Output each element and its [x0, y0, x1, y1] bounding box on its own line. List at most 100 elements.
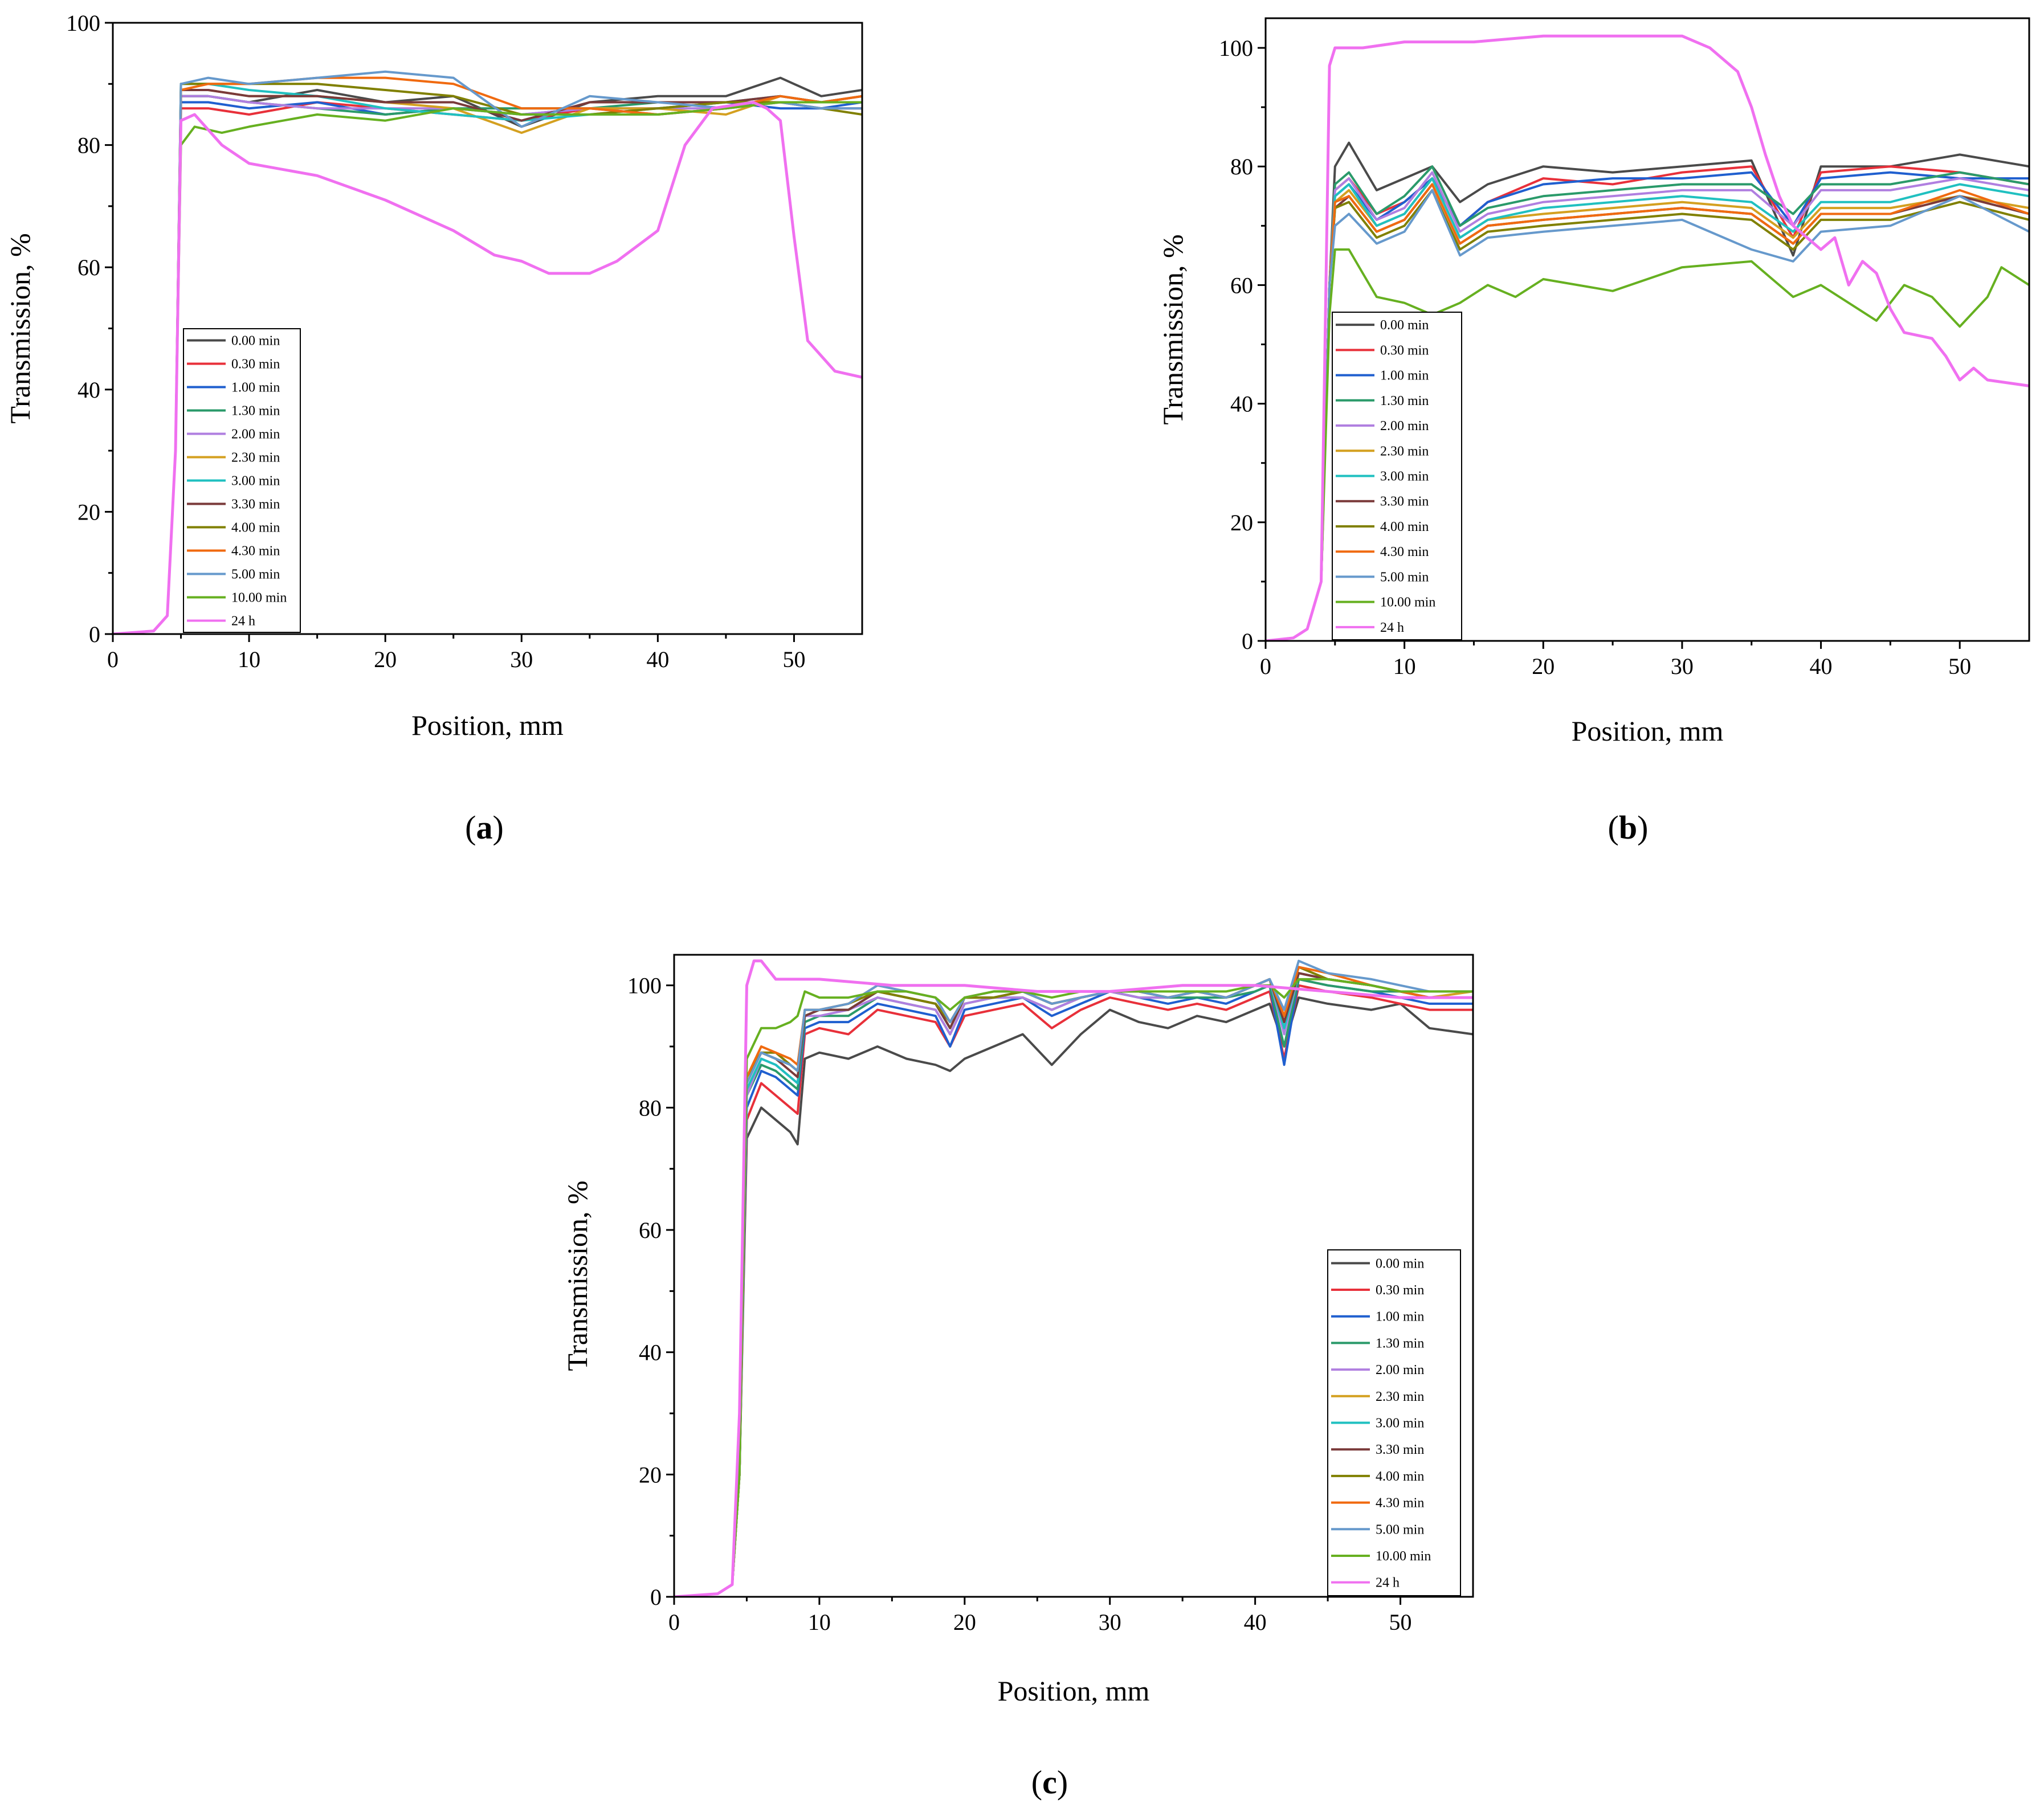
- x-tick-label: 40: [1810, 653, 1833, 679]
- legend-label: 3.30 min: [1376, 1442, 1424, 1457]
- legend-label: 3.30 min: [231, 497, 280, 512]
- series-line-10-00-min: [674, 978, 1473, 1597]
- series-group: [113, 70, 862, 634]
- x-tick-label: 20: [1532, 653, 1555, 679]
- legend-label: 0.00 min: [231, 334, 280, 349]
- panel-a: 0 10 20 30 40 50 0 20 40 60 80 100 Position, mm Trans…: [4, 10, 863, 741]
- x-tick-label: 50: [782, 647, 805, 672]
- legend-label: 4.30 min: [1380, 545, 1429, 559]
- y-tick-label: 20: [77, 499, 100, 525]
- x-tick-label: 30: [1671, 653, 1694, 679]
- y-axis-label: Transmission, %: [4, 233, 36, 423]
- legend-label: 24 h: [1380, 620, 1404, 635]
- panel-label-a: (a): [465, 809, 504, 846]
- y-axis-label: Transmission, %: [561, 1180, 593, 1371]
- x-tick-label: 40: [646, 647, 669, 672]
- plot-frame: [1264, 17, 2030, 642]
- legend-label: 4.00 min: [1380, 520, 1429, 534]
- series-group: [674, 959, 1473, 1597]
- legend-label: 0.00 min: [1376, 1256, 1424, 1271]
- legend-label: 4.00 min: [231, 521, 280, 535]
- series-line-24-h: [113, 101, 862, 634]
- y-tick-label: 80: [1230, 154, 1253, 179]
- y-tick-label: 100: [1219, 35, 1253, 61]
- y-tick-label: 20: [1230, 510, 1253, 535]
- legend-label: 3.00 min: [1376, 1416, 1424, 1431]
- legend-label: 0.00 min: [1380, 318, 1429, 333]
- x-tick-label: 0: [1260, 653, 1271, 679]
- y-tick-label: 60: [77, 255, 100, 280]
- legend-label: 10.00 min: [1380, 595, 1435, 610]
- x-tick-label: 30: [1099, 1609, 1121, 1635]
- series-line-24-h: [674, 959, 1473, 1597]
- legend-label: 1.30 min: [1376, 1336, 1424, 1351]
- legend: 0.00 min 0.30 min 1.00 min 1.30 min 2.00 min…: [1327, 1249, 1461, 1596]
- legend: 0.00 min 0.30 min 1.00 min 1.30 min 2.00 min…: [183, 328, 301, 633]
- y-tick-label: 0: [1242, 628, 1253, 654]
- legend-label: 2.30 min: [1380, 444, 1429, 459]
- x-axis-label: Position, mm: [1572, 715, 1724, 747]
- y-tick-label: 60: [639, 1217, 662, 1243]
- x-axis-label: Position, mm: [998, 1675, 1150, 1707]
- x-tick-label: 20: [953, 1609, 976, 1635]
- panel-label-c: (c): [1031, 1764, 1068, 1801]
- legend-label: 1.30 min: [231, 404, 280, 419]
- x-tick-label: 20: [374, 647, 397, 672]
- y-tick-label: 40: [77, 377, 100, 403]
- series-group: [1266, 34, 2029, 641]
- legend-label: 10.00 min: [1376, 1549, 1431, 1564]
- legend-label: 2.00 min: [1376, 1363, 1424, 1377]
- legend-label: 3.00 min: [231, 474, 280, 489]
- legend-label: 2.30 min: [1376, 1389, 1424, 1404]
- legend-label: 0.30 min: [231, 357, 280, 372]
- panel-label-b: (b): [1608, 809, 1649, 846]
- panel-letter-a: a: [476, 809, 493, 846]
- panel-b: 0 10 20 30 40 50 0 20 40 60 80 100 Position, mm Trans…: [1157, 17, 2030, 747]
- y-tick-label: 40: [1230, 391, 1253, 417]
- x-tick-label: 10: [808, 1609, 831, 1635]
- x-tick-label: 50: [1389, 1609, 1412, 1635]
- legend-label: 1.00 min: [1376, 1310, 1424, 1325]
- x-tick-label: 30: [510, 647, 533, 672]
- y-axis-label: Transmission, %: [1157, 234, 1189, 424]
- y-tick-label: 40: [639, 1340, 662, 1366]
- y-tick-label: 0: [650, 1584, 662, 1610]
- legend-label: 4.00 min: [1376, 1469, 1424, 1484]
- legend-label: 24 h: [1376, 1576, 1400, 1591]
- legend-label: 5.00 min: [231, 567, 280, 582]
- y-tick-label: 60: [1230, 272, 1253, 298]
- legend-label: 2.30 min: [231, 451, 280, 465]
- series-line-10-00-min: [1266, 248, 2029, 641]
- legend-label: 0.30 min: [1376, 1283, 1424, 1298]
- panel-letter-c: c: [1042, 1764, 1057, 1801]
- legend-label: 4.30 min: [1376, 1496, 1424, 1511]
- legend-label: 1.30 min: [1380, 394, 1429, 408]
- legend-label: 5.00 min: [1380, 570, 1429, 584]
- legend-label: 10.00 min: [231, 591, 287, 606]
- legend: 0.00 min 0.30 min 1.00 min 1.30 min 2.00 min…: [1332, 312, 1462, 640]
- series-line-1-00-min: [674, 978, 1473, 1597]
- legend-label: 5.00 min: [1376, 1522, 1424, 1537]
- x-tick-label: 10: [1393, 653, 1416, 679]
- x-tick-label: 10: [238, 647, 260, 672]
- legend-label: 24 h: [231, 614, 255, 629]
- y-tick-label: 80: [639, 1095, 662, 1121]
- y-tick-label: 100: [66, 10, 100, 36]
- y-tick-label: 0: [89, 622, 100, 647]
- legend-label: 0.30 min: [1380, 343, 1429, 358]
- x-tick-label: 0: [107, 647, 119, 672]
- y-tick-label: 20: [639, 1462, 662, 1487]
- x-tick-label: 50: [1948, 653, 1971, 679]
- y-tick-label: 80: [77, 133, 100, 158]
- y-tick-label: 100: [627, 973, 662, 999]
- legend-label: 4.30 min: [231, 544, 280, 559]
- legend-label: 2.00 min: [231, 427, 280, 442]
- legend-label: 3.30 min: [1380, 494, 1429, 509]
- x-tick-label: 40: [1244, 1609, 1267, 1635]
- x-axis-label: Position, mm: [411, 709, 564, 741]
- legend-label: 3.00 min: [1380, 469, 1429, 484]
- x-tick-label: 0: [668, 1609, 680, 1635]
- panel-letter-b: b: [1619, 809, 1637, 846]
- plot-frame: [673, 954, 1474, 1598]
